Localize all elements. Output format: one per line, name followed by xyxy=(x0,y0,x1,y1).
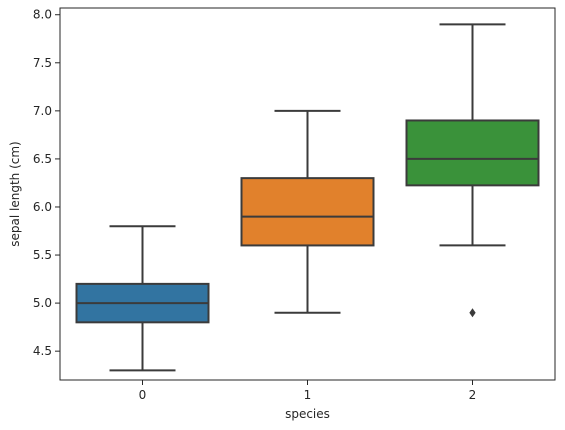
y-tick-label: 4.5 xyxy=(33,344,52,358)
x-tick-label: 1 xyxy=(304,388,312,402)
iqr-box xyxy=(405,119,540,187)
box-1 xyxy=(240,109,375,314)
y-tick-label: 7.5 xyxy=(33,56,52,70)
box-0 xyxy=(75,225,210,372)
iqr-box xyxy=(240,177,375,247)
y-tick-label: 5.0 xyxy=(33,296,52,310)
y-tick-label: 6.5 xyxy=(33,152,52,166)
outlier-point xyxy=(469,308,476,318)
y-tick-label: 5.5 xyxy=(33,248,52,262)
box-2 xyxy=(405,23,540,318)
x-tick-label: 0 xyxy=(139,388,147,402)
plot-area xyxy=(75,23,540,372)
x-axis-label: species xyxy=(285,407,330,421)
x-tick-label: 2 xyxy=(469,388,477,402)
y-tick-label: 7.0 xyxy=(33,104,52,118)
x-axis: 0 1 2 xyxy=(139,380,477,402)
y-axis-label: sepal length (cm) xyxy=(8,141,22,246)
y-tick-label: 8.0 xyxy=(33,8,52,22)
y-axis: 4.5 5.0 5.5 6.0 6.5 7.0 7.5 8.0 xyxy=(33,8,60,358)
y-tick-label: 6.0 xyxy=(33,200,52,214)
